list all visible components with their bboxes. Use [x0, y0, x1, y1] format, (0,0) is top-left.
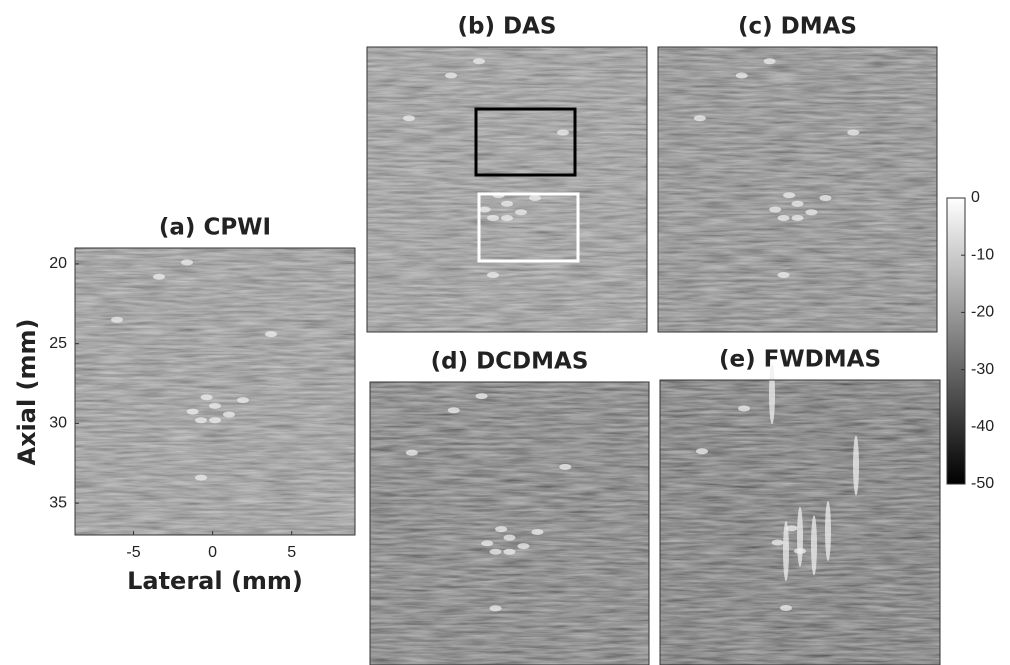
- panel-title: (d) DCDMAS: [431, 349, 589, 375]
- panel-title: (a) CPWI: [159, 215, 271, 241]
- speckle: [517, 543, 529, 549]
- image: [367, 47, 647, 332]
- speckle: [265, 331, 277, 337]
- colorbar-tick-label: -50: [971, 475, 994, 492]
- panel-title: (e) FWDMAS: [719, 347, 881, 373]
- colorbar-tick-label: -30: [971, 361, 994, 378]
- speckle: [531, 529, 543, 535]
- y-tick-label: 25: [49, 335, 67, 352]
- speckle: [694, 115, 706, 121]
- speckle: [487, 215, 499, 221]
- y-tick-label: 20: [49, 255, 67, 272]
- speckle: [209, 403, 221, 409]
- speckle: [490, 605, 502, 611]
- colorbar-tick-label: -10: [971, 246, 994, 263]
- speckle: [515, 209, 527, 215]
- speckle: [825, 501, 831, 561]
- speckle: [736, 73, 748, 79]
- speckle: [181, 259, 193, 265]
- speckle: [557, 130, 569, 136]
- speckle: [187, 409, 199, 415]
- speckle: [476, 393, 488, 399]
- speckle: [153, 274, 165, 280]
- speckle: [811, 515, 817, 575]
- panel-title: (c) DMAS: [738, 14, 857, 40]
- speckle: [559, 464, 571, 470]
- speckle: [448, 407, 460, 413]
- speckle: [819, 195, 831, 201]
- speckle: [473, 58, 485, 64]
- speckle: [794, 548, 806, 554]
- speckle: [797, 507, 803, 567]
- speckle: [764, 58, 776, 64]
- speckle: [769, 206, 781, 212]
- speckle: [792, 201, 804, 207]
- figure: Lateral (mm) Axial (mm) (a) CPWI-5052025…: [0, 0, 1010, 665]
- speckle: [201, 394, 213, 400]
- y-tick-label: 30: [49, 415, 67, 432]
- speckle: [805, 209, 817, 215]
- image: [75, 248, 355, 535]
- speckle: [769, 364, 775, 424]
- speckle: [495, 526, 507, 532]
- speckle: [501, 201, 513, 207]
- speckle: [778, 215, 790, 221]
- speckle: [738, 406, 750, 412]
- speckle: [403, 115, 415, 121]
- speckle: [490, 549, 502, 555]
- speckle: [847, 130, 859, 136]
- speckle: [504, 549, 516, 555]
- colorbar-tick-label: 0: [971, 189, 980, 206]
- y-tick-label: 35: [49, 494, 67, 511]
- panel-title: (b) DAS: [458, 14, 557, 40]
- speckle: [853, 436, 859, 496]
- x-axis-label: Lateral (mm): [127, 567, 303, 595]
- x-tick-label: 0: [208, 544, 217, 561]
- colorbar-tick-label: -40: [971, 418, 994, 435]
- speckle: [111, 317, 123, 323]
- colorbar-tick-label: -20: [971, 304, 994, 321]
- speckle: [778, 272, 790, 278]
- x-tick-label: 5: [287, 544, 296, 561]
- speckle: [783, 192, 795, 198]
- x-tick-label: -5: [126, 544, 140, 561]
- speckle: [792, 215, 804, 221]
- speckle: [445, 73, 457, 79]
- speckle: [406, 450, 418, 456]
- speckle: [772, 539, 784, 545]
- y-axis-label: Axial (mm): [13, 318, 41, 465]
- speckle: [696, 448, 708, 454]
- speckle: [195, 475, 207, 481]
- speckle: [481, 540, 493, 546]
- speckle: [195, 417, 207, 423]
- colorbar: [947, 198, 965, 484]
- image: [658, 47, 937, 332]
- speckle: [237, 397, 249, 403]
- image: [370, 382, 649, 665]
- speckle: [780, 605, 792, 611]
- speckle: [223, 411, 235, 417]
- speckle: [783, 521, 789, 581]
- speckle: [209, 417, 221, 423]
- speckle: [529, 195, 541, 201]
- speckle: [487, 272, 499, 278]
- speckle: [504, 535, 516, 541]
- speckle: [501, 215, 513, 221]
